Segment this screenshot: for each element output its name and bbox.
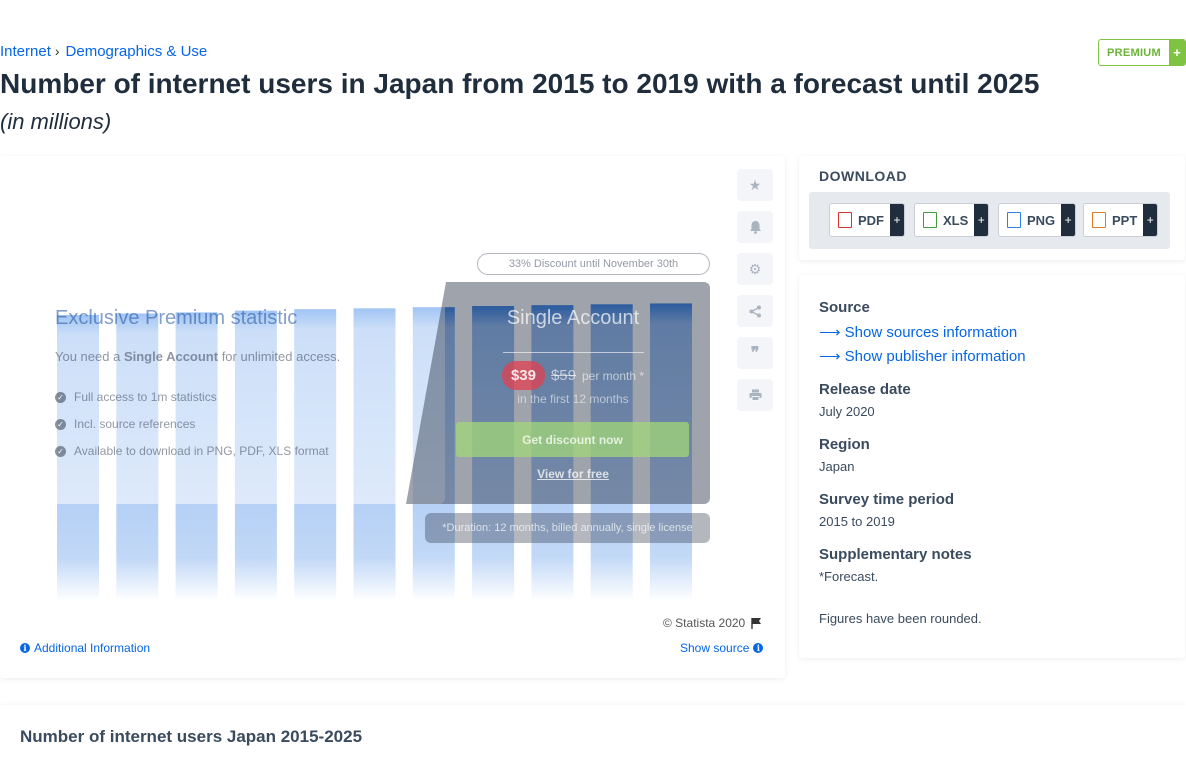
- page-subtitle: (in millions): [0, 109, 112, 134]
- source-heading: Source: [819, 299, 870, 316]
- single-account-title: Single Account: [506, 307, 640, 329]
- xls-file-icon: [923, 212, 937, 228]
- additional-information-link[interactable]: i Additional Information: [20, 641, 150, 655]
- chart-tools: ★ ⚙ ❞: [737, 169, 773, 421]
- download-card: DOWNLOAD PDF + XLS + PNG + PPT +: [799, 156, 1185, 260]
- breadcrumb: Internet › Demographics & Use: [0, 43, 207, 60]
- plus-icon: +: [1061, 204, 1076, 236]
- view-for-free-link[interactable]: View for free: [537, 467, 609, 481]
- show-source-label: Show source: [680, 641, 750, 655]
- check-icon: ✓: [55, 418, 66, 430]
- duration-note: *Duration: 12 months, billed annually, s…: [425, 513, 710, 543]
- price-first-months: in the first 12 months: [517, 392, 629, 406]
- premium-label: PREMIUM: [1106, 46, 1162, 59]
- plus-icon: +: [974, 204, 989, 236]
- show-source-link[interactable]: Show source i: [680, 641, 764, 655]
- feature-item: ✓ Full access to 1m statistics: [55, 390, 217, 404]
- page-title: Number of internet users in Japan from 2…: [0, 68, 1040, 99]
- price-row: $39 $59 per month *: [436, 361, 710, 390]
- related-title[interactable]: Number of internet users Japan 2015-2025: [20, 727, 363, 746]
- premium-badge[interactable]: PREMIUM +: [1098, 39, 1186, 66]
- supplementary-note-forecast: *Forecast.: [819, 569, 879, 584]
- paywall-need-text: You need a Single Account for unlimited …: [55, 349, 341, 364]
- png-file-icon: [1007, 212, 1021, 228]
- pdf-file-icon: [838, 212, 852, 228]
- feature-item: ✓ Incl. source references: [55, 417, 195, 431]
- download-strip: PDF + XLS + PNG + PPT +: [809, 192, 1170, 249]
- account-overlay: [406, 282, 710, 504]
- divider: [503, 352, 644, 353]
- download-ppt-label: PPT: [1112, 212, 1138, 228]
- feature-item: ✓ Available to download in PNG, PDF, XLS …: [55, 444, 329, 458]
- breadcrumb-separator: ›: [54, 43, 60, 59]
- price-per: per month *: [582, 368, 645, 383]
- additional-information-label: Additional Information: [34, 641, 151, 655]
- share-icon[interactable]: [737, 295, 773, 327]
- supplementary-notes-heading: Supplementary notes: [819, 546, 972, 563]
- download-ppt-button[interactable]: PPT +: [1083, 203, 1159, 237]
- check-icon: ✓: [55, 445, 66, 457]
- copyright-text: © Statista 2020: [663, 616, 746, 630]
- discount-pill: 33% Discount until November 30th: [477, 253, 710, 275]
- download-xls-button[interactable]: XLS +: [914, 203, 990, 237]
- info-icon: i: [753, 643, 764, 653]
- supplementary-note-rounded: Figures have been rounded.: [819, 611, 982, 626]
- plus-icon: +: [890, 204, 904, 236]
- price-old: $59: [550, 367, 576, 384]
- gear-icon[interactable]: ⚙: [737, 253, 773, 285]
- breadcrumb-internet[interactable]: Internet: [0, 43, 51, 60]
- region-heading: Region: [819, 436, 870, 453]
- arrow-right-icon: ⟶: [819, 348, 845, 365]
- statistic-info-card: Source ⟶ Show sources information ⟶ Show…: [799, 275, 1185, 658]
- plus-icon: +: [1143, 204, 1158, 236]
- download-title: DOWNLOAD: [819, 168, 907, 184]
- download-png-button[interactable]: PNG +: [998, 203, 1077, 237]
- premium-plus-icon: +: [1169, 40, 1185, 65]
- info-icon: i: [20, 643, 30, 653]
- get-discount-button[interactable]: Get discount now: [456, 422, 689, 457]
- show-sources-link[interactable]: ⟶ Show sources information: [819, 324, 1018, 341]
- release-date-value: July 2020: [819, 404, 875, 419]
- release-date-heading: Release date: [819, 381, 911, 398]
- download-xls-label: XLS: [943, 212, 969, 228]
- related-card: Number of internet users Japan 2015-2025: [0, 705, 1186, 760]
- show-publisher-link[interactable]: ⟶ Show publisher information: [819, 348, 1026, 365]
- price-new: $39: [501, 361, 545, 390]
- star-icon[interactable]: ★: [737, 169, 773, 201]
- download-pdf-button[interactable]: PDF +: [829, 203, 905, 237]
- flag-icon: [751, 618, 762, 629]
- arrow-right-icon: ⟶: [819, 324, 845, 341]
- download-png-label: PNG: [1027, 212, 1056, 228]
- paywall-heading: Exclusive Premium statistic: [55, 307, 298, 329]
- download-pdf-label: PDF: [858, 212, 884, 228]
- survey-period-heading: Survey time period: [819, 491, 955, 508]
- copyright[interactable]: © Statista 2020: [663, 616, 762, 630]
- print-icon[interactable]: [737, 379, 773, 411]
- check-icon: ✓: [55, 391, 66, 403]
- chart-card: ★ ⚙ ❞ Exclusive Premium statistic You ne…: [0, 156, 785, 678]
- survey-period-value: 2015 to 2019: [819, 514, 895, 529]
- breadcrumb-demographics[interactable]: Demographics & Use: [65, 43, 208, 60]
- quote-icon[interactable]: ❞: [737, 337, 773, 369]
- bell-icon[interactable]: [737, 211, 773, 243]
- premium-overlay: [35, 282, 445, 504]
- region-value: Japan: [819, 459, 855, 474]
- ppt-file-icon: [1092, 212, 1106, 228]
